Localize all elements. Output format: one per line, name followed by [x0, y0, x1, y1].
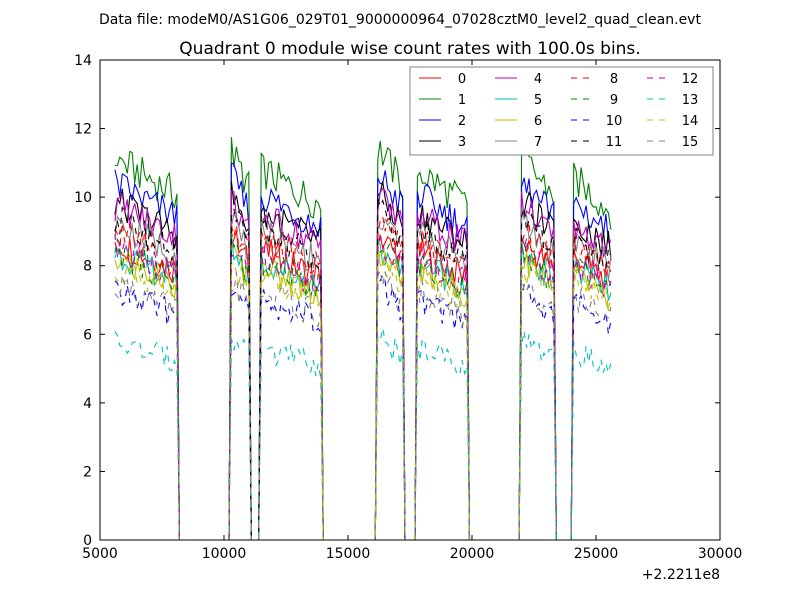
legend-label-7: 7 — [534, 135, 542, 150]
legend-label-1: 1 — [458, 93, 466, 108]
legend-label-4: 4 — [534, 72, 542, 87]
series-line-1 — [114, 137, 612, 540]
series-line-6 — [114, 242, 612, 540]
series-line-4 — [114, 187, 612, 540]
legend-label-6: 6 — [534, 114, 542, 129]
legend-label-13: 13 — [682, 93, 699, 108]
y-tick-label: 2 — [83, 464, 92, 480]
legend-label-10: 10 — [606, 114, 623, 129]
legend-label-8: 8 — [610, 72, 618, 87]
series-line-0 — [114, 231, 612, 540]
series-line-15 — [114, 268, 612, 540]
series-line-8 — [114, 214, 612, 540]
x-offset-label: +2.2211e8 — [642, 567, 720, 583]
x-tick-label: 5000 — [82, 546, 118, 562]
legend-label-11: 11 — [606, 135, 623, 150]
x-tick-label: 15000 — [326, 546, 371, 562]
legend-label-14: 14 — [682, 114, 699, 129]
x-tick-label: 25000 — [574, 546, 619, 562]
series-line-9 — [114, 230, 612, 540]
plot-frame — [99, 59, 721, 541]
legend-label-2: 2 — [458, 114, 466, 129]
y-tick-label: 10 — [74, 190, 92, 206]
series-line-11 — [114, 197, 612, 540]
x-tick-label: 20000 — [450, 546, 495, 562]
plot-lines — [114, 137, 612, 540]
legend-label-5: 5 — [534, 93, 542, 108]
legend-label-3: 3 — [458, 135, 466, 150]
legend-box — [409, 66, 714, 156]
y-tick-label: 8 — [83, 259, 92, 275]
legend-label-15: 15 — [682, 135, 699, 150]
series-line-14 — [114, 249, 612, 540]
x-tick-label: 10000 — [202, 546, 247, 562]
y-tick-label: 12 — [74, 122, 92, 138]
y-tick-label: 0 — [83, 533, 92, 549]
x-tick-label: 30000 — [698, 546, 743, 562]
series-line-12 — [114, 233, 612, 540]
y-tick-label: 4 — [83, 396, 92, 412]
legend-label-12: 12 — [682, 72, 699, 87]
chart-title: Quadrant 0 module wise count rates with … — [179, 39, 640, 59]
y-tick-label: 6 — [83, 327, 92, 343]
y-tick-label: 14 — [74, 53, 92, 69]
series-line-3 — [114, 180, 612, 540]
series-line-10 — [114, 274, 612, 540]
series-line-7 — [114, 207, 612, 540]
series-line-2 — [114, 162, 611, 540]
chart-suptitle: Data file: modeM0/AS1G06_029T01_90000009… — [99, 12, 701, 28]
legend-label-9: 9 — [610, 93, 618, 108]
series-line-5 — [114, 233, 612, 540]
series-line-13 — [114, 327, 612, 540]
legend-label-0: 0 — [458, 72, 466, 87]
